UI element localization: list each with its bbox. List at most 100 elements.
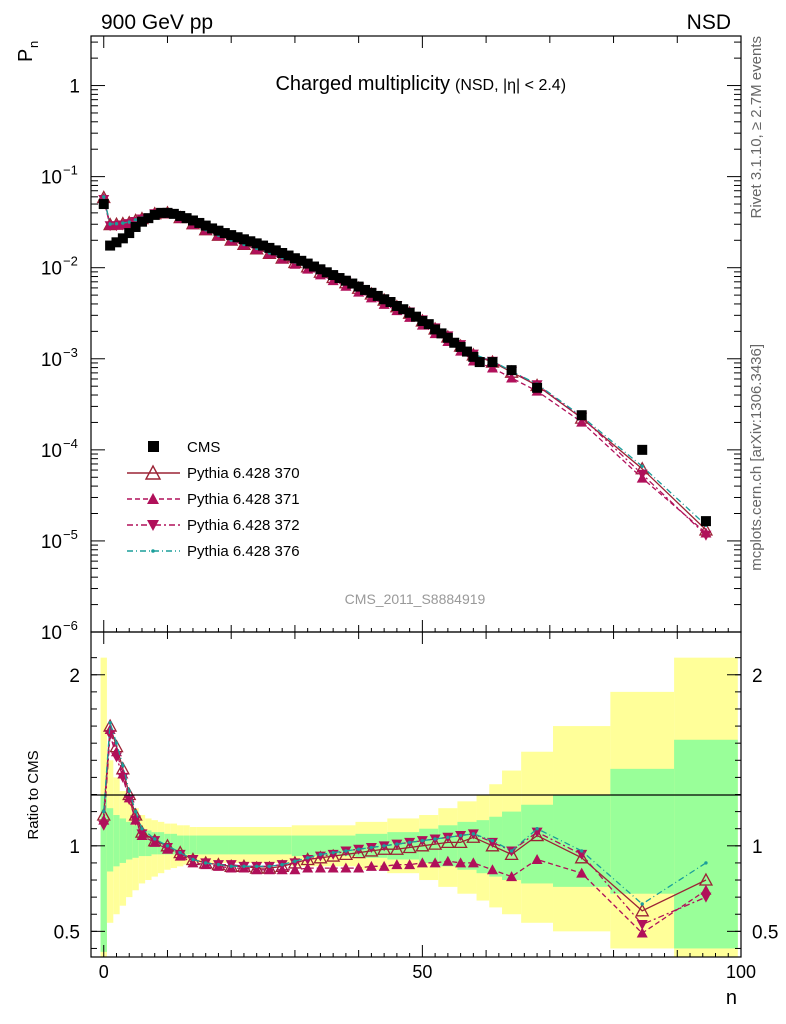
ratio-point-371: [700, 884, 712, 895]
cms-data-point: [360, 284, 371, 295]
cms-data-point: [213, 225, 224, 236]
main-point-371: [506, 372, 518, 383]
cms-data-point: [219, 228, 230, 239]
ratio-point-371: [506, 871, 518, 882]
ratio-point-370: [635, 903, 650, 917]
analysis-label: CMS_2011_S8884919: [345, 591, 486, 607]
cms-data-point: [417, 315, 428, 326]
ratio-point-371: [302, 862, 314, 873]
x-axis-label: n: [726, 987, 737, 1009]
ratio-point-370: [504, 847, 519, 861]
ratio-point-376: [579, 849, 584, 853]
cms-inner-band: [170, 833, 178, 855]
ratio-point-376: [114, 741, 119, 745]
cms-data-point: [194, 217, 205, 228]
ratio-point-376: [509, 849, 514, 853]
cms-data-point: [637, 444, 648, 455]
cms-data-point: [442, 332, 453, 343]
main-point-376: [102, 195, 106, 199]
ratio-point-376: [458, 833, 463, 838]
main-point-372: [636, 469, 648, 480]
ratio-point-376: [433, 837, 437, 841]
cms-data-point: [226, 230, 237, 241]
main-point-376: [133, 218, 138, 222]
cms-data-point: [105, 240, 116, 251]
cms-data-point: [175, 210, 186, 221]
cms-data-point: [700, 516, 711, 527]
y-tick-label-main: 10: [41, 168, 62, 189]
ratio-point-376: [446, 835, 450, 839]
ratio-point-370: [402, 840, 417, 854]
cms-data-point: [277, 248, 288, 259]
ratio-point-371: [289, 864, 301, 875]
main-point-376: [121, 221, 125, 225]
cms-data-point: [334, 273, 345, 284]
main-point-372: [123, 219, 135, 230]
ratio-point-372: [130, 815, 142, 826]
main-point-376: [108, 222, 112, 226]
ratio-point-376: [331, 850, 335, 855]
y-axis-label-main-sub: n: [26, 41, 41, 48]
ratio-point-370: [485, 838, 500, 852]
ratio-point-376: [293, 859, 297, 863]
ratio-point-372: [531, 827, 543, 838]
cms-data-point: [474, 357, 485, 368]
cms-inner-band: [387, 832, 420, 860]
ratio-point-370: [440, 835, 455, 849]
cms-data-point: [111, 237, 122, 248]
cms-data-point: [436, 328, 447, 339]
legend-marker-372: [147, 520, 159, 531]
legend-marker-371: [147, 493, 159, 504]
ratio-point-376: [216, 862, 221, 867]
ratio-point-376: [344, 849, 348, 853]
y-tick-label-main: 10: [41, 532, 62, 553]
cms-data-point: [143, 213, 154, 224]
cms-data-point: [309, 261, 320, 272]
cms-data-point: [328, 270, 339, 281]
ratio-point-376: [382, 844, 386, 848]
cms-data-point: [232, 232, 243, 243]
cms-data-point: [238, 234, 249, 245]
ratio-point-376: [407, 840, 412, 845]
ratio-point-370: [364, 843, 379, 857]
ratio-point-376: [140, 827, 144, 831]
cms-inner-band: [132, 825, 139, 858]
chart-title: Charged multiplicity: [275, 73, 450, 95]
ratio-point-370: [428, 836, 443, 850]
ratio-point-372: [104, 730, 116, 741]
ratio-point-376: [133, 809, 138, 814]
ratio-point-376: [165, 844, 170, 848]
cms-data-point: [181, 213, 192, 224]
legend-marker-cms: [148, 441, 159, 452]
cms-data-point: [200, 220, 211, 231]
ratio-point-370: [351, 845, 366, 859]
ratio-point-376: [127, 789, 131, 793]
cms-inner-band: [438, 825, 458, 867]
ratio-point-370: [326, 848, 341, 862]
ratio-point-376: [640, 902, 644, 906]
ratio-point-376: [204, 861, 208, 865]
energy-label: 900 GeV pp: [101, 11, 213, 34]
y-tick-label-main: 1: [69, 77, 80, 98]
main-point-376: [114, 222, 119, 226]
y-tick-exponent-main: −1: [63, 163, 78, 178]
x-tick-label: 0: [99, 962, 109, 982]
y-tick-exponent-main: −6: [63, 618, 78, 633]
cms-data-point: [296, 255, 307, 266]
ratio-point-371: [340, 862, 352, 873]
cms-data-point: [404, 307, 415, 318]
y-tick-label-main: 10: [41, 623, 62, 644]
cms-data-point: [187, 215, 198, 226]
ratio-point-376: [254, 864, 259, 869]
legend-label-370: Pythia 6.428 370: [187, 465, 300, 482]
ratio-point-376: [704, 861, 708, 865]
ratio-point-370: [338, 847, 353, 861]
cms-data-point: [487, 357, 498, 368]
ratio-point-370: [377, 841, 392, 855]
cms-inner-band: [228, 835, 292, 855]
cms-data-point: [264, 242, 275, 253]
ratio-point-371: [391, 859, 403, 870]
ratio-point-371: [365, 860, 377, 871]
x-tick-label: 50: [412, 962, 432, 982]
y-tick-label-ratio-right: 1: [752, 837, 763, 858]
